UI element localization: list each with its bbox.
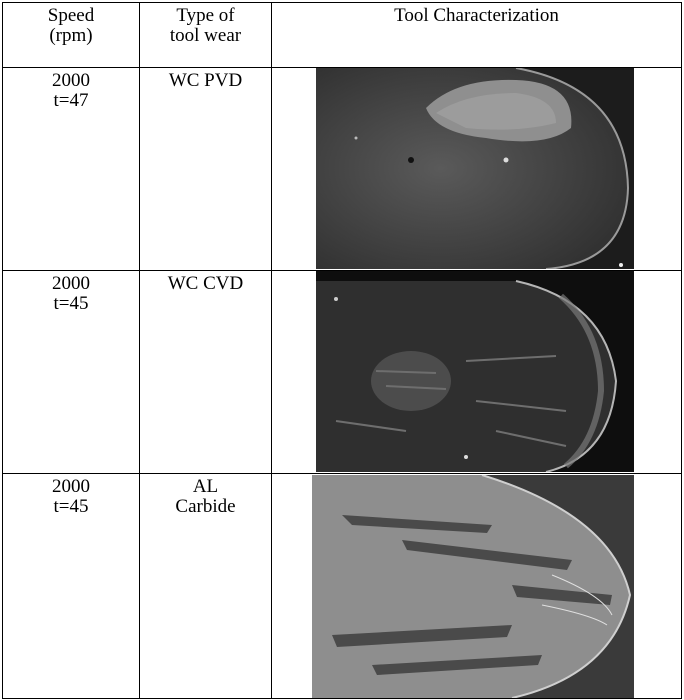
type-text: WC PVD [168, 70, 243, 91]
type-text: Carbide [175, 496, 236, 517]
time-text: t=45 [53, 293, 89, 314]
image-cell [271, 473, 682, 699]
speed-text: 2000 [52, 273, 90, 294]
type-cell: AL Carbide [139, 473, 272, 699]
sem-image [316, 271, 634, 472]
speed-text: 2000 [52, 70, 90, 91]
type-text: AL [192, 476, 219, 497]
speed-text: 2000 [52, 476, 90, 497]
header-text: Tool Characterization [394, 5, 559, 26]
speed-cell: 2000 t=45 [2, 473, 140, 699]
speed-cell: 2000 t=47 [2, 67, 140, 271]
speed-cell: 2000 t=45 [2, 270, 140, 474]
time-text: t=45 [53, 496, 89, 517]
header-text: tool wear [169, 25, 242, 46]
sem-image [316, 68, 634, 269]
header-cell: Speed (rpm) [2, 2, 140, 68]
header-text: Type of [176, 5, 235, 26]
header-text: Speed [47, 5, 95, 26]
sem-image [312, 475, 634, 698]
type-cell: WC CVD [139, 270, 272, 474]
header-cell: Tool Characterization [271, 2, 682, 68]
type-text: WC CVD [167, 273, 244, 294]
header-text: (rpm) [49, 25, 93, 46]
time-text: t=47 [53, 90, 89, 111]
type-cell: WC PVD [139, 67, 272, 271]
header-cell: Type of tool wear [139, 2, 272, 68]
